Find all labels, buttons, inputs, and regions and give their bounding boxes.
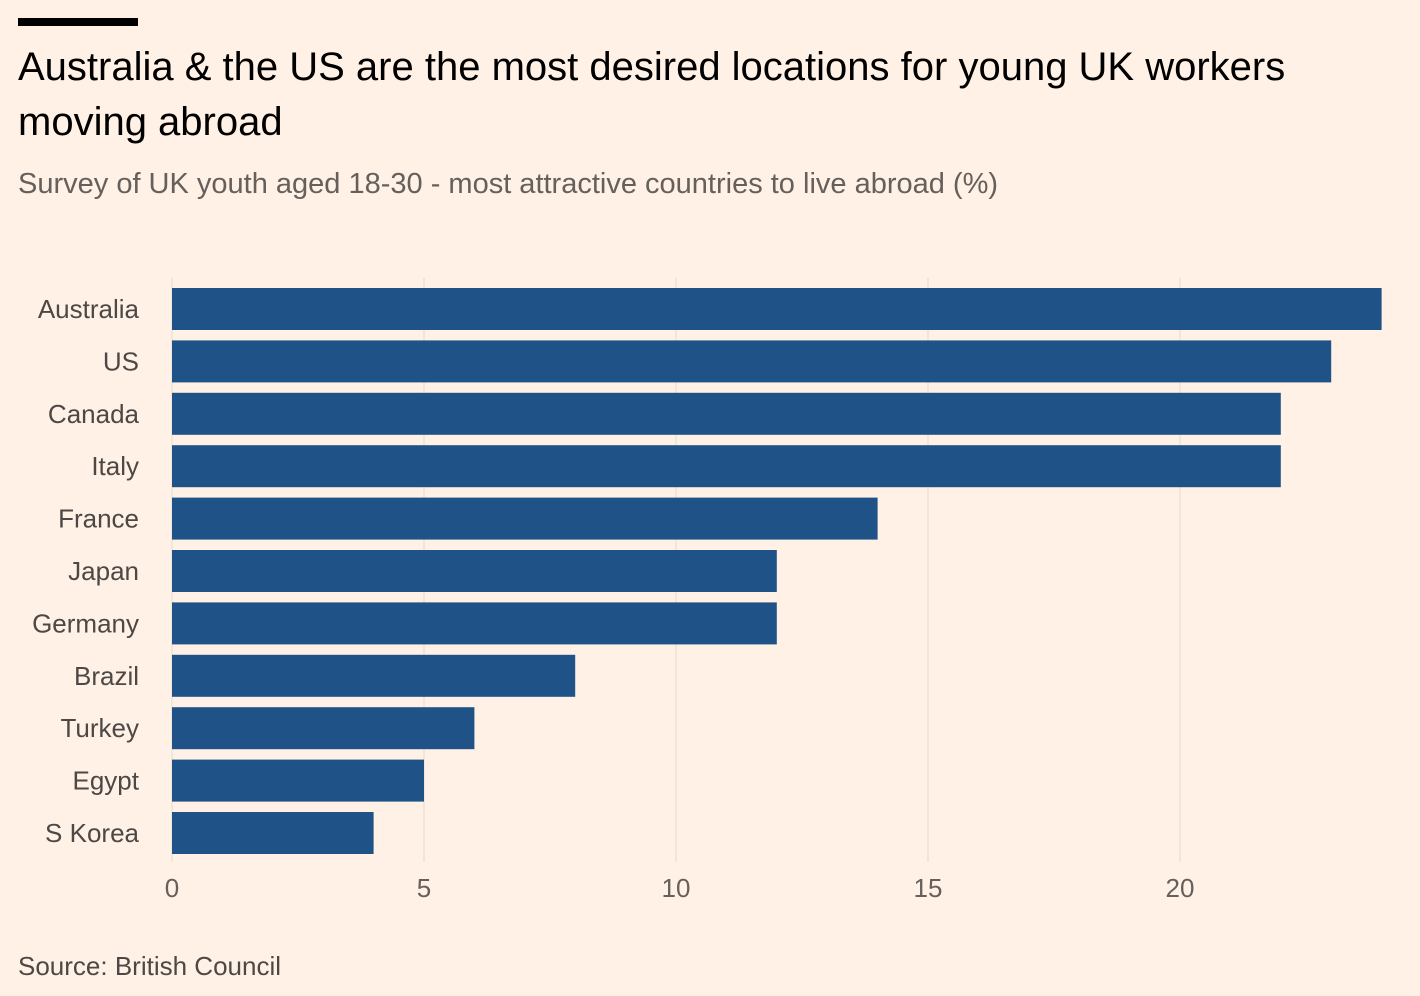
category-label-egypt: Egypt	[73, 766, 140, 796]
bar-turkey	[172, 707, 475, 750]
category-label-turkey: Turkey	[61, 713, 140, 743]
category-label-s-korea: S Korea	[45, 818, 139, 848]
bar-brazil	[172, 654, 576, 697]
category-label-italy: Italy	[91, 451, 139, 481]
bar-germany	[172, 602, 777, 645]
x-axis-ticks: 0 5 10 15 20	[165, 873, 1195, 903]
bar-italy	[172, 445, 1281, 488]
bar-australia	[172, 288, 1382, 330]
category-label-australia: Australia	[38, 294, 140, 324]
x-tick-label-0: 0	[165, 873, 179, 903]
bars	[172, 288, 1382, 854]
bar-france	[172, 497, 878, 540]
source-note: Source: British Council	[18, 951, 281, 981]
bar-canada	[172, 392, 1281, 435]
bar-egypt	[172, 759, 424, 802]
category-label-germany: Germany	[32, 608, 139, 638]
x-tick-label-5: 5	[417, 873, 431, 903]
chart-subtitle: Survey of UK youth aged 18-30 - most att…	[18, 168, 999, 200]
category-label-brazil: Brazil	[74, 661, 139, 691]
bar-s-korea	[172, 812, 374, 854]
x-tick-label-20: 20	[1166, 873, 1195, 903]
category-label-france: France	[58, 504, 139, 534]
category-label-japan: Japan	[68, 556, 139, 586]
category-label-us: US	[103, 346, 139, 376]
x-tick-label-15: 15	[914, 873, 943, 903]
bar-japan	[172, 550, 777, 592]
category-label-canada: Canada	[48, 399, 140, 429]
x-tick-label-10: 10	[662, 873, 691, 903]
bar-us	[172, 340, 1332, 383]
brand-bar	[18, 18, 138, 26]
chart-title: Australia & the US are the most desired …	[18, 45, 1286, 144]
category-labels: Australia US Canada Italy France Japan Germany…	[32, 294, 140, 848]
